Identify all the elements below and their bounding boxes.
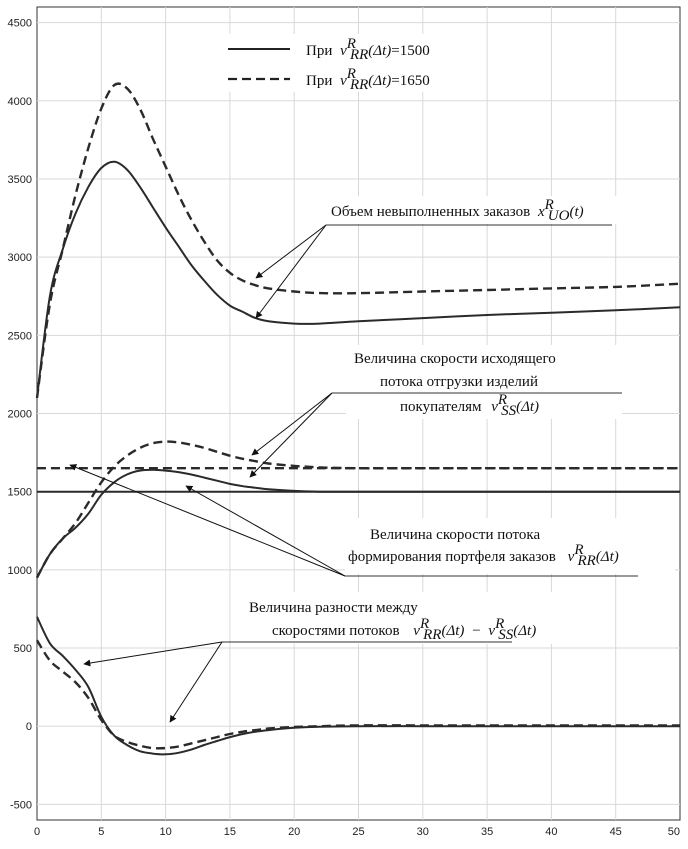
y-tick-label: 4500 xyxy=(8,18,32,30)
y-tick-label: 1000 xyxy=(8,565,32,577)
x-tick-label: 50 xyxy=(668,826,680,838)
annotation-difference-arrow-dashed xyxy=(169,641,223,723)
x-tick-label: 30 xyxy=(417,826,429,838)
annotation-inflow-bg xyxy=(345,518,675,574)
x-axis-ticks: 0 5 10 15 20 25 30 35 40 45 50 xyxy=(34,826,680,838)
y-tick-label: 0 xyxy=(26,721,32,733)
x-tick-label: 40 xyxy=(545,826,557,838)
annotation-outflow-arrow-solid xyxy=(249,392,333,478)
y-tick-label: 3500 xyxy=(8,174,32,186)
x-tick-label: 0 xyxy=(34,826,40,838)
x-tick-label: 10 xyxy=(159,826,171,838)
series-line-difference-dashed xyxy=(35,639,680,750)
x-tick-label: 15 xyxy=(224,826,236,838)
annotation-outflow-line1: Величина скорости исходящего xyxy=(354,351,556,367)
annotation-difference-line2: скоростями потоков vR RR(Δt) − vR SS(Δt) xyxy=(272,616,536,643)
annotation-inflow: Величина скорости потока формирования по… xyxy=(69,464,675,577)
x-tick-label: 25 xyxy=(352,826,364,838)
y-tick-label: 500 xyxy=(14,643,32,655)
annotation-difference-arrow-solid xyxy=(83,641,223,667)
x-tick-label: 35 xyxy=(481,826,493,838)
y-tick-label: 4000 xyxy=(8,96,32,108)
series-line-backlog-dashed xyxy=(35,82,681,399)
annotation-outflow-line2: потока отгрузки изделий xyxy=(380,374,538,390)
annotation-inflow-arrow-dashed xyxy=(69,464,346,577)
x-tick-label: 5 xyxy=(98,826,104,838)
legend-background xyxy=(222,34,468,92)
annotation-outflow-line3: покупателям vR SS(Δt) xyxy=(400,392,539,419)
legend: При vR RR(Δt)=1500 При vR RR(Δt)=1650 xyxy=(222,34,468,93)
annotation-backlog-arrow-solid xyxy=(255,224,327,319)
annotation-difference-line1: Величина разности между xyxy=(249,600,418,616)
annotation-difference-bg xyxy=(240,592,590,644)
x-tick-label: 45 xyxy=(610,826,622,838)
annotation-outflow-arrow-dashed xyxy=(251,392,333,456)
series-lines xyxy=(35,82,681,756)
annotation-backlog-bg xyxy=(326,196,632,224)
y-axis-ticks: -500 0 500 1000 1500 2000 2500 3000 3500 4000 4500 xyxy=(8,18,32,812)
annotation-outflow: Величина скорости исходящего потока отгр… xyxy=(249,345,622,478)
y-tick-label: 1500 xyxy=(8,487,32,499)
y-tick-label: 2500 xyxy=(8,330,32,342)
x-tick-label: 20 xyxy=(288,826,300,838)
annotation-inflow-arrow-solid xyxy=(185,485,346,577)
legend-entry-dashed: При vR RR(Δt)=1650 xyxy=(306,66,430,93)
annotation-inflow-line2: формирования портфеля заказов vR RR(Δt) xyxy=(348,542,619,569)
annotation-outflow-bg xyxy=(346,345,622,419)
y-tick-label: 3000 xyxy=(8,252,32,264)
y-tick-label: -500 xyxy=(10,799,32,811)
annotation-backlog: Объем невыполненных заказов xR UO(t) xyxy=(255,196,632,319)
legend-entry-solid: При vR RR(Δt)=1500 xyxy=(306,36,430,63)
annotation-backlog-text: Объем невыполненных заказов xR UO(t) xyxy=(331,197,584,224)
series-line-backlog-solid xyxy=(36,160,681,399)
y-tick-label: 2000 xyxy=(8,409,32,421)
annotation-difference: Величина разности между скоростями поток… xyxy=(83,592,590,723)
annotation-inflow-line1: Величина скорости потока xyxy=(370,527,540,543)
annotation-backlog-arrow-dashed xyxy=(255,224,327,279)
